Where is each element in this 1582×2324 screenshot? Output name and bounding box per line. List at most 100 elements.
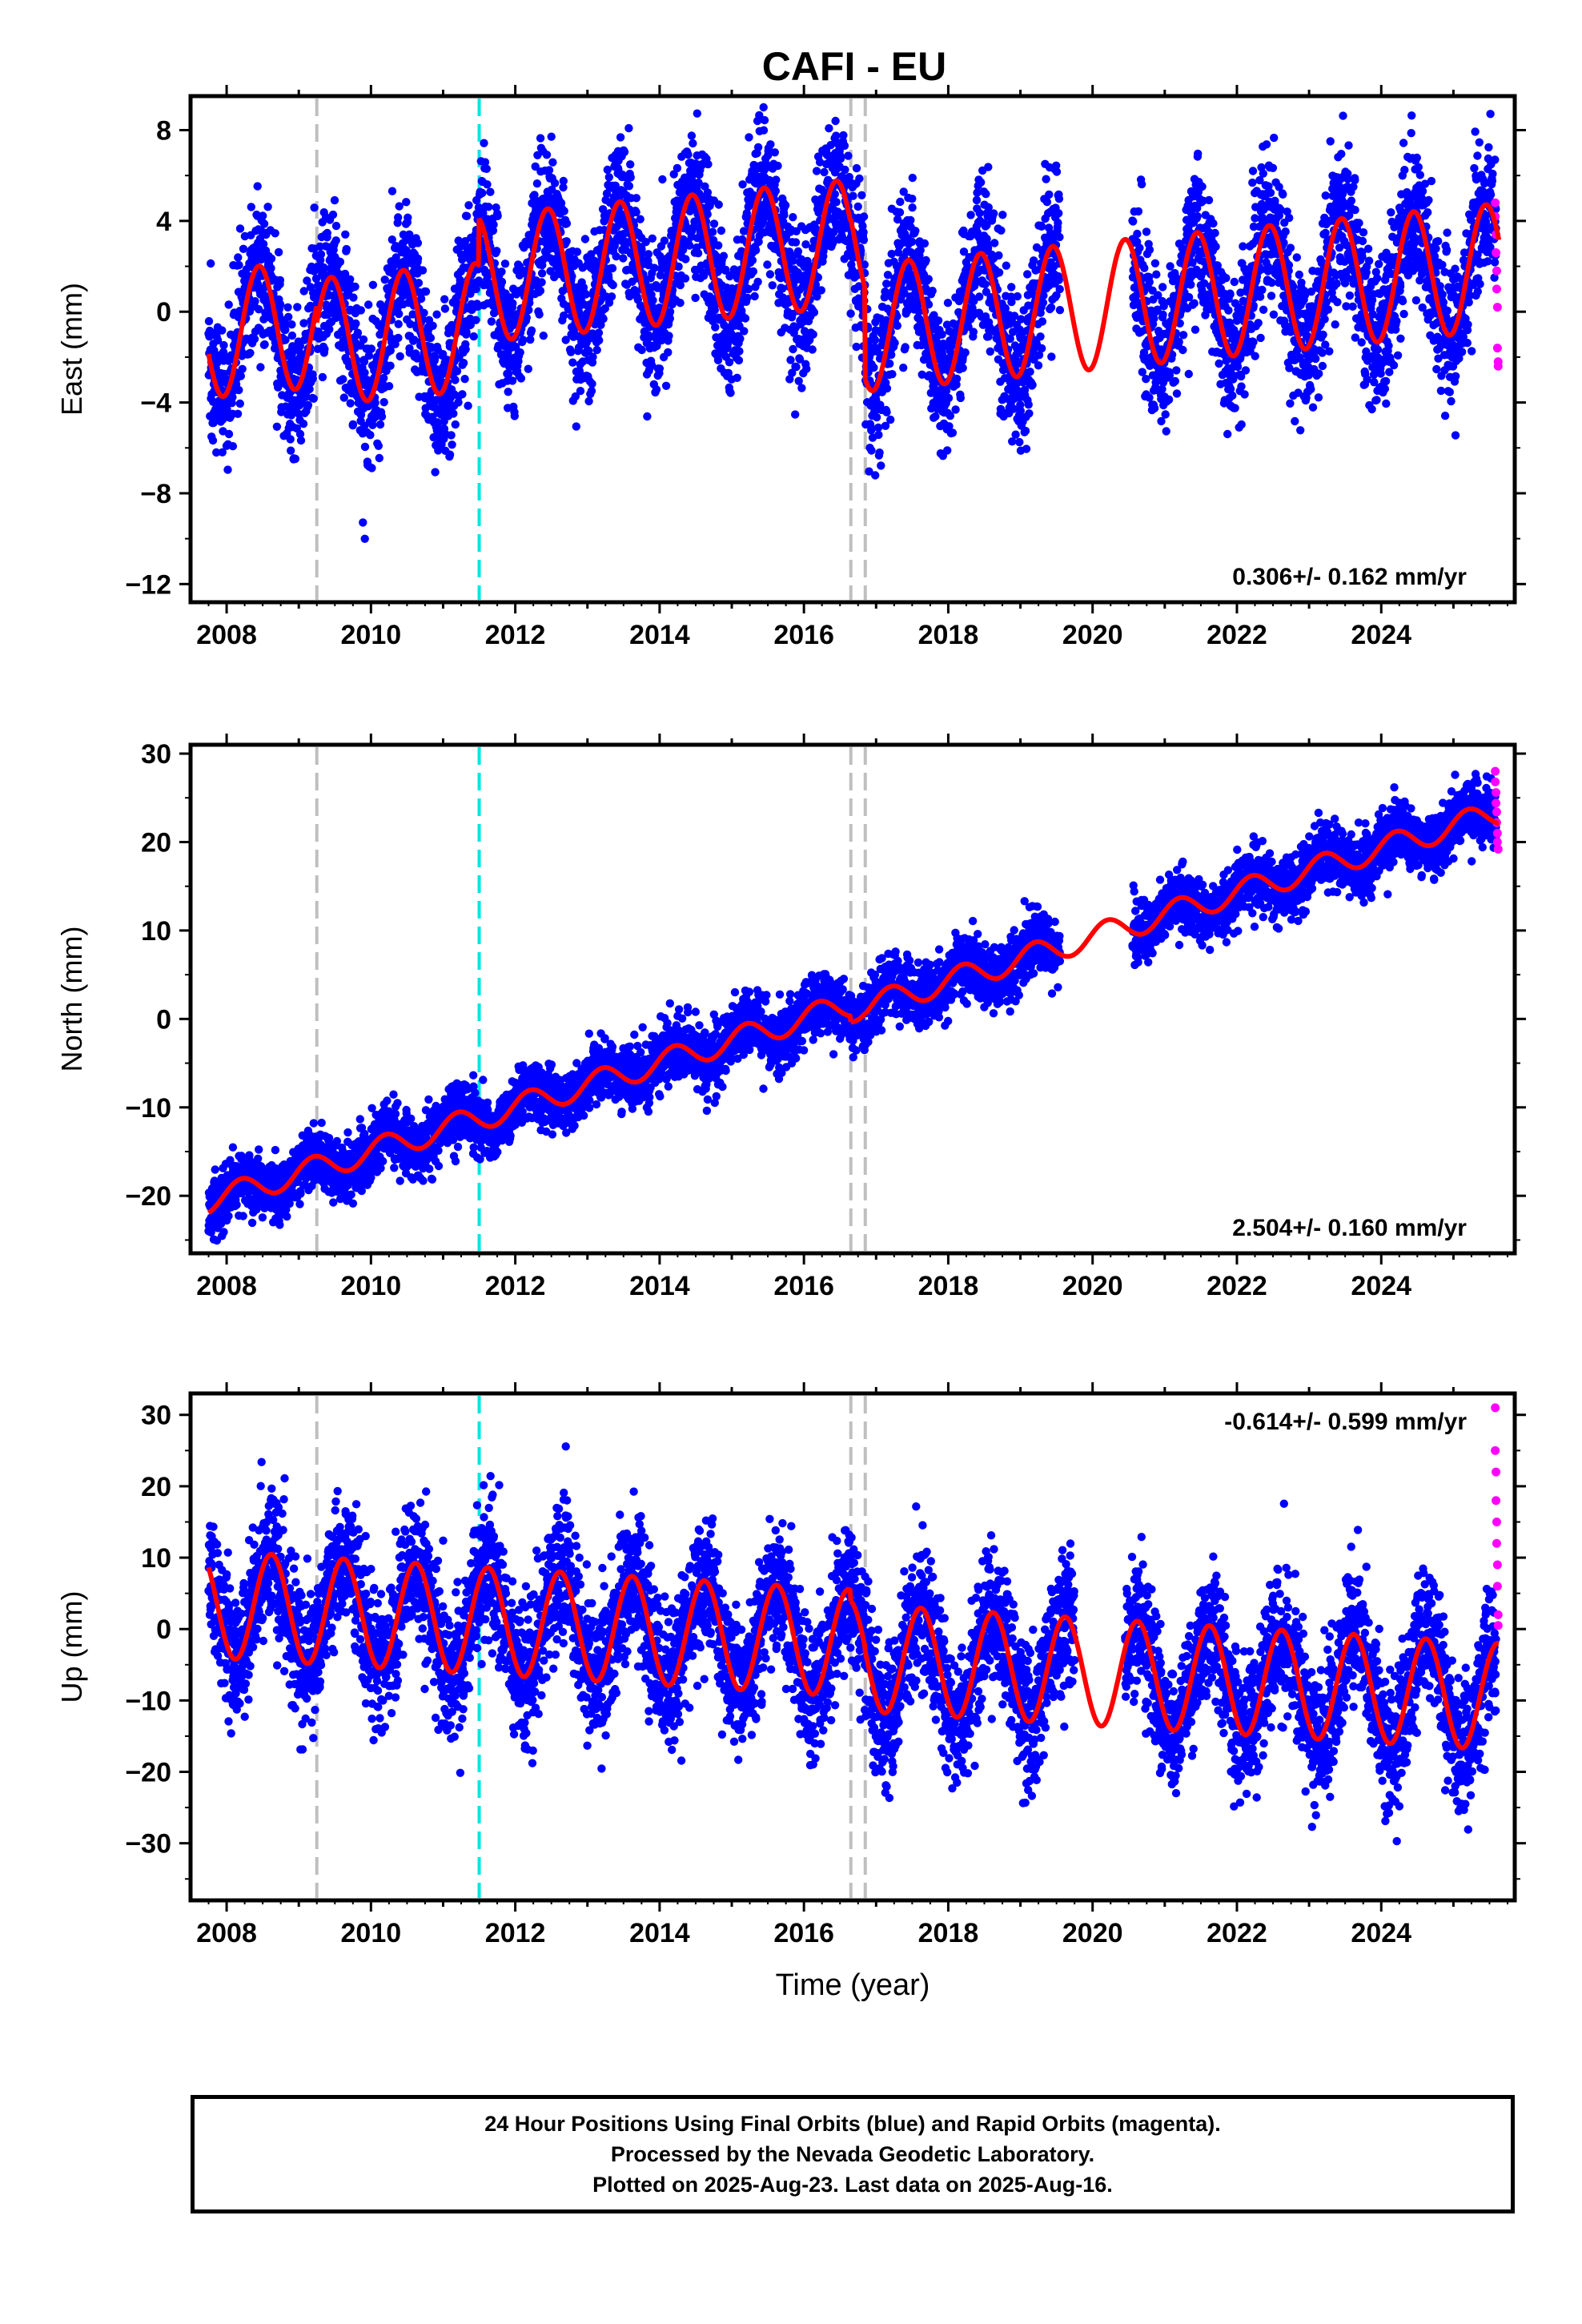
- final-orbit-point: [637, 245, 646, 254]
- final-orbit-point: [975, 209, 984, 218]
- final-orbit-point: [413, 239, 423, 247]
- final-orbit-point: [1251, 214, 1259, 223]
- final-orbit-point: [387, 187, 397, 195]
- final-orbit-point: [439, 350, 448, 359]
- final-orbit-point: [366, 431, 375, 440]
- final-orbit-point: [966, 211, 975, 219]
- final-orbit-point: [235, 399, 244, 408]
- final-orbit-point: [684, 150, 693, 159]
- final-orbit-point: [908, 203, 917, 212]
- final-orbit-point: [789, 344, 797, 354]
- final-orbit-point: [454, 398, 463, 407]
- final-orbit-point: [360, 534, 369, 543]
- final-orbit-points: [204, 103, 1500, 543]
- final-orbit-point: [535, 310, 544, 319]
- final-orbit-point: [859, 212, 869, 221]
- final-orbit-point: [986, 347, 995, 356]
- final-orbit-point: [359, 518, 367, 527]
- final-orbit-point: [413, 254, 423, 263]
- final-orbit-point: [772, 175, 781, 184]
- final-orbit-point: [1046, 303, 1056, 312]
- final-orbit-point: [1237, 382, 1246, 391]
- final-orbit-point: [594, 328, 604, 337]
- final-orbit-point: [741, 314, 750, 323]
- final-orbit-point: [250, 335, 259, 344]
- final-orbit-point: [374, 441, 383, 450]
- final-orbit-point: [223, 465, 232, 474]
- final-orbit-point: [420, 308, 428, 317]
- final-orbit-point: [984, 163, 993, 171]
- final-orbit-point: [951, 405, 960, 414]
- final-orbit-point: [406, 320, 415, 328]
- final-orbit-point: [234, 253, 243, 262]
- final-orbit-point: [426, 333, 436, 343]
- final-orbit-point: [1137, 179, 1146, 189]
- final-orbit-point: [483, 180, 492, 189]
- final-orbit-point: [235, 260, 243, 270]
- final-orbit-point: [487, 317, 496, 326]
- final-orbit-point: [958, 364, 967, 372]
- final-orbit-point: [283, 303, 292, 312]
- final-orbit-point: [1224, 306, 1233, 315]
- final-orbit-point: [1150, 404, 1159, 412]
- final-orbit-point: [395, 202, 404, 211]
- final-orbit-point: [780, 211, 789, 219]
- final-orbit-point: [259, 289, 268, 299]
- final-orbit-point: [620, 147, 629, 156]
- final-orbit-point: [1052, 167, 1062, 176]
- final-orbit-point: [461, 345, 470, 354]
- final-orbit-point: [908, 173, 917, 183]
- final-orbit-point: [260, 340, 269, 349]
- final-orbit-point: [920, 239, 930, 248]
- final-orbit-point: [464, 201, 473, 210]
- final-orbit-point: [559, 176, 568, 186]
- final-orbit-point: [1045, 190, 1054, 199]
- final-orbit-point: [510, 412, 519, 420]
- final-orbit-point: [1140, 263, 1149, 272]
- final-orbit-point: [353, 328, 363, 337]
- final-orbit-point: [375, 453, 383, 463]
- final-orbit-point: [708, 227, 717, 236]
- final-orbit-point: [665, 308, 675, 316]
- final-orbit-point: [687, 131, 697, 140]
- final-orbit-point: [1054, 275, 1063, 284]
- final-orbit-point: [536, 134, 545, 143]
- final-orbit-point: [877, 461, 885, 470]
- final-orbit-point: [693, 109, 701, 118]
- final-orbit-point: [412, 354, 422, 363]
- final-orbit-point: [572, 247, 582, 256]
- final-orbit-point: [1194, 149, 1203, 159]
- final-orbit-point: [349, 293, 358, 302]
- final-orbit-point: [1248, 167, 1258, 175]
- final-orbit-point: [1223, 429, 1232, 439]
- final-orbit-point: [348, 420, 358, 429]
- final-orbit-point: [1172, 366, 1181, 375]
- final-orbit-point: [751, 246, 761, 255]
- final-orbit-point: [797, 384, 806, 392]
- final-orbit-point: [599, 314, 608, 324]
- final-orbit-point: [857, 191, 866, 199]
- final-orbit-point: [1142, 227, 1151, 236]
- final-orbit-point: [391, 340, 400, 348]
- final-orbit-point: [364, 351, 374, 360]
- final-orbit-point: [616, 133, 625, 142]
- final-orbit-point: [395, 309, 404, 319]
- final-orbit-point: [608, 280, 617, 290]
- final-orbit-point: [440, 304, 450, 313]
- final-orbit-point: [734, 356, 744, 365]
- final-orbit-point: [1178, 331, 1188, 340]
- final-orbit-point: [480, 139, 488, 147]
- final-orbit-point: [1145, 278, 1154, 287]
- final-orbit-point: [626, 173, 635, 182]
- final-orbit-point: [759, 103, 768, 112]
- final-orbit-point: [1215, 359, 1223, 368]
- final-orbit-point: [379, 373, 388, 383]
- final-orbit-point: [832, 131, 841, 140]
- final-orbit-point: [318, 372, 327, 382]
- final-orbit-point: [655, 364, 665, 373]
- final-orbit-point: [452, 367, 462, 376]
- final-orbit-point: [527, 326, 536, 335]
- final-orbit-point: [786, 356, 795, 364]
- final-orbit-point: [934, 316, 943, 325]
- final-orbit-point: [287, 411, 296, 420]
